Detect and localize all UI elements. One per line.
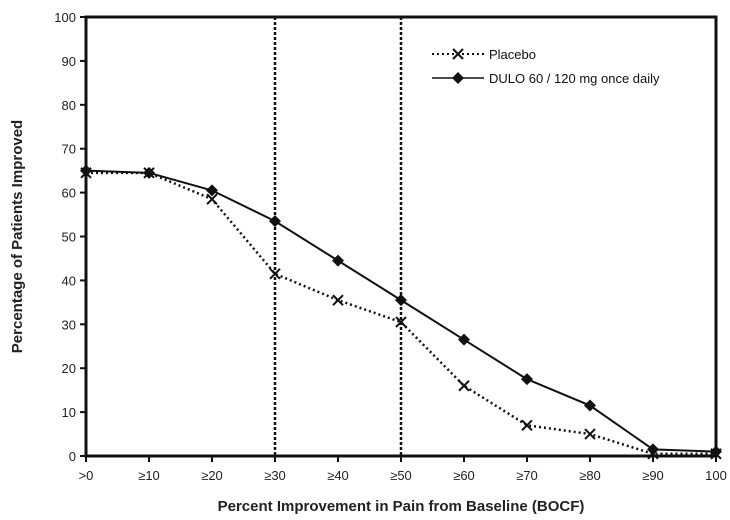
y-tick-label: 40 — [62, 273, 76, 288]
x-tick-label: ≥20 — [201, 468, 223, 483]
x-axis-title: Percent Improvement in Pain from Baselin… — [218, 498, 585, 515]
dulo-point — [521, 373, 533, 386]
x-marker-stroke — [458, 380, 470, 392]
legend-label: DULO 60 / 120 mg once daily — [489, 71, 660, 86]
dulo-point — [395, 294, 407, 307]
y-tick-label: 100 — [54, 10, 76, 25]
dulo-point — [458, 333, 470, 346]
x-marker-stroke — [332, 294, 344, 306]
y-tick-label: 30 — [62, 317, 76, 332]
legend: Placebo DULO 60 / 120 mg once daily — [432, 47, 660, 86]
y-tick-label: 10 — [62, 405, 76, 420]
y-tick-label: 0 — [69, 449, 76, 464]
placebo-point — [584, 428, 596, 440]
legend-marker — [452, 48, 464, 60]
dulo-point — [206, 184, 218, 197]
placebo-point — [269, 268, 281, 280]
x-marker-stroke — [452, 48, 464, 60]
y-tick-label: 20 — [62, 361, 76, 376]
x-tick-label: ≥90 — [642, 468, 664, 483]
x-tick-label: ≥80 — [579, 468, 601, 483]
x-tick-label: ≥60 — [453, 468, 475, 483]
placebo-point — [521, 419, 533, 431]
dulo-point — [710, 445, 722, 458]
x-tick-label: >0 — [79, 468, 94, 483]
series-layer — [80, 164, 722, 460]
x-tick-label: ≥10 — [138, 468, 160, 483]
dulo-point — [143, 166, 155, 179]
dulo-point — [269, 215, 281, 228]
y-axis-title: Percentage of Patients Improved — [9, 120, 26, 353]
y-tick-label: 60 — [62, 186, 76, 201]
placebo-point — [332, 294, 344, 306]
x-marker-stroke — [521, 419, 533, 431]
legend-marker — [452, 72, 464, 84]
reference-lines — [273, 17, 403, 456]
y-tick-label: 80 — [62, 98, 76, 113]
x-axis-ticks: >0 ≥10 ≥20 ≥30 ≥40 ≥50 ≥60 ≥70 ≥80 ≥90 100 — [79, 456, 727, 483]
x-tick-label: ≥30 — [264, 468, 286, 483]
placebo-point — [206, 193, 218, 205]
placebo-point — [395, 316, 407, 328]
x-marker-stroke — [269, 268, 281, 280]
x-marker-stroke — [206, 193, 218, 205]
dulo-point — [332, 254, 344, 267]
x-tick-label: ≥70 — [516, 468, 538, 483]
y-axis-ticks: 0 10 20 30 40 50 60 70 80 90 100 — [54, 10, 86, 464]
legend-label: Placebo — [489, 47, 536, 62]
dulo-point — [647, 443, 659, 456]
y-tick-label: 90 — [62, 54, 76, 69]
x-tick-label: ≥40 — [327, 468, 349, 483]
dulo-point — [584, 399, 596, 412]
placebo-point — [458, 380, 470, 392]
dulo-point — [80, 164, 92, 177]
x-marker-stroke — [395, 316, 407, 328]
y-tick-label: 70 — [62, 142, 76, 157]
x-marker-stroke — [584, 428, 596, 440]
x-tick-label: ≥50 — [390, 468, 412, 483]
x-tick-label: 100 — [705, 468, 727, 483]
y-tick-label: 50 — [62, 230, 76, 245]
